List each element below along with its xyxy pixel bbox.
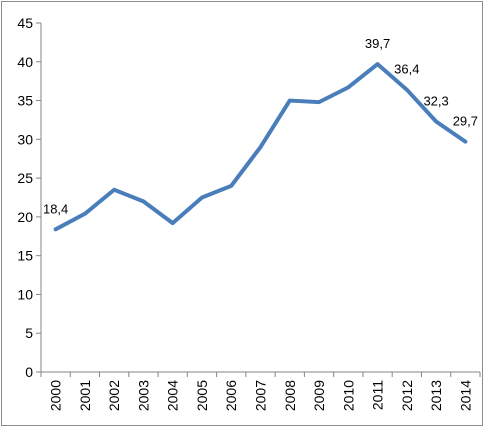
y-tick-label: 20 xyxy=(17,209,33,225)
y-tick-label: 25 xyxy=(17,170,33,186)
x-tick-label: 2011 xyxy=(370,380,386,410)
x-tick-label: 2008 xyxy=(282,380,298,411)
x-tick-label: 2004 xyxy=(165,380,181,411)
x-tick-label: 2001 xyxy=(77,380,93,411)
data-point xyxy=(84,213,86,215)
data-point xyxy=(347,86,349,88)
x-tick-label: 2014 xyxy=(457,380,473,411)
x-tick-label: 2009 xyxy=(311,380,327,411)
data-labels: 18,4 39,7 36,4 32,3 29,7 xyxy=(43,36,478,216)
data-point xyxy=(377,63,379,65)
y-tick-label: 45 xyxy=(17,15,33,31)
y-tick-label: 5 xyxy=(25,325,33,341)
x-tick-label: 2005 xyxy=(194,380,210,411)
y-tick-label: 0 xyxy=(25,364,33,380)
data-label: 29,7 xyxy=(453,114,478,129)
data-point xyxy=(406,89,408,91)
x-tick-label: 2012 xyxy=(399,380,415,411)
data-point xyxy=(289,100,291,102)
data-point xyxy=(172,222,174,224)
data-point xyxy=(201,197,203,198)
x-tick-label: 2007 xyxy=(253,380,269,411)
x-tick-label: 2003 xyxy=(135,380,151,411)
y-tick-label: 40 xyxy=(17,54,33,70)
y-axis: 0 5 10 15 20 25 30 35 40 45 xyxy=(17,15,42,380)
data-point xyxy=(464,141,466,143)
x-tick-label: 2010 xyxy=(340,380,356,411)
y-tick-label: 15 xyxy=(17,248,33,264)
y-tick-label: 30 xyxy=(17,131,33,147)
series xyxy=(53,62,468,232)
x-axis: 2000 2001 2002 2003 2004 2005 2006 2007 2008 2009… xyxy=(40,371,481,411)
y-tick-label: 10 xyxy=(17,286,33,302)
data-point xyxy=(260,146,261,148)
data-label: 32,3 xyxy=(423,93,448,108)
data-label: 39,7 xyxy=(365,36,390,51)
data-point xyxy=(142,200,144,202)
x-tick-label: 2000 xyxy=(48,380,64,411)
data-point xyxy=(230,185,232,187)
x-tick-label: 2006 xyxy=(223,380,239,411)
data-label: 36,4 xyxy=(394,62,419,77)
data-point xyxy=(318,101,320,103)
data-point xyxy=(55,228,57,230)
data-point xyxy=(113,189,115,191)
data-label: 18,4 xyxy=(43,201,68,216)
x-tick-label: 2013 xyxy=(428,380,444,411)
data-point xyxy=(435,120,437,122)
x-tick-label: 2002 xyxy=(106,380,122,411)
y-tick-label: 35 xyxy=(17,93,33,109)
